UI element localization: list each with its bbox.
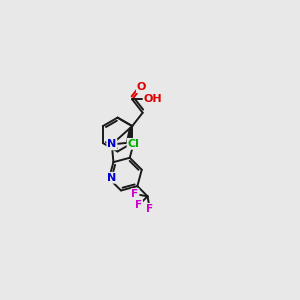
Text: OH: OH <box>144 94 162 104</box>
Text: F: F <box>135 200 142 210</box>
Text: F: F <box>131 189 139 199</box>
Text: N: N <box>107 173 116 183</box>
Text: O: O <box>137 82 146 92</box>
Text: Cl: Cl <box>128 139 140 149</box>
Text: F: F <box>146 204 153 214</box>
Text: N: N <box>107 140 116 149</box>
